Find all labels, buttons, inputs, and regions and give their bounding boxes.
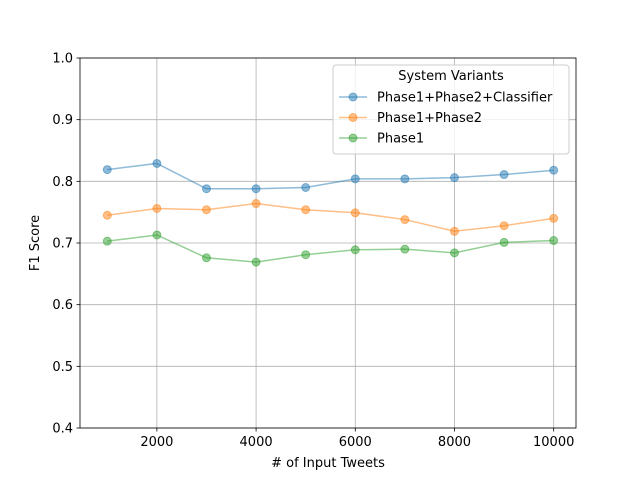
y-tick-label: 0.6 — [52, 298, 73, 313]
x-tick-label: 2000 — [140, 435, 173, 450]
series-group — [102, 230, 559, 267]
data-point — [400, 215, 410, 225]
data-point — [251, 257, 261, 267]
data-point — [449, 226, 459, 236]
data-point — [201, 184, 211, 194]
data-point — [201, 253, 211, 263]
y-tick-label: 0.4 — [52, 422, 73, 437]
x-tick-label: 6000 — [339, 435, 372, 450]
x-axis-label: # of Input Tweets — [271, 456, 385, 471]
legend-swatch-marker — [348, 133, 358, 143]
data-point — [152, 158, 162, 168]
legend: System Variants Phase1+Phase2+Classifier… — [332, 64, 570, 155]
data-point — [152, 203, 162, 213]
y-axis-label: F1 Score — [28, 215, 43, 271]
data-point — [350, 208, 360, 218]
x-tick-label: 10000 — [533, 435, 574, 450]
legend-label: Phase1+Phase2 — [377, 111, 482, 126]
data-point — [301, 183, 311, 192]
data-point — [152, 230, 162, 240]
series-line — [107, 234, 554, 263]
series-group — [102, 158, 559, 194]
data-point — [499, 237, 509, 247]
data-point — [102, 210, 112, 220]
tick-layer: 2000 4000 6000 8000 10000 0.4 0.5 0.6 0.7 0.8 0.9 1… — [52, 52, 574, 451]
data-point — [449, 248, 459, 258]
data-point — [251, 199, 261, 209]
data-point — [499, 170, 509, 180]
legend-box — [332, 64, 570, 155]
y-tick-label: 0.9 — [52, 113, 73, 128]
legend-title: System Variants — [398, 69, 504, 84]
series-layer — [102, 158, 559, 267]
data-point — [400, 174, 410, 184]
data-point — [102, 236, 112, 246]
data-point — [350, 174, 360, 184]
y-tick-label: 1.0 — [52, 52, 73, 67]
data-point — [251, 184, 261, 194]
legend-entry: Phase1+Phase2 — [339, 111, 482, 126]
legend-entries: Phase1+Phase2+Classifier Phase1+Phase2 Pha… — [339, 91, 553, 147]
x-tick-label: 8000 — [438, 435, 471, 450]
series-group — [102, 199, 559, 236]
y-tick-label: 0.8 — [52, 175, 73, 190]
legend-label: Phase1 — [377, 132, 424, 147]
data-point — [301, 205, 311, 215]
data-point — [400, 244, 410, 254]
legend-label: Phase1+Phase2+Classifier — [377, 91, 553, 106]
data-point — [499, 221, 509, 231]
data-point — [301, 250, 311, 260]
data-point — [350, 245, 360, 255]
legend-entry: Phase1 — [339, 132, 424, 147]
legend-swatch-marker — [348, 92, 358, 102]
x-tick-label: 4000 — [240, 435, 273, 450]
y-tick-label: 0.7 — [52, 237, 73, 252]
legend-swatch-marker — [348, 113, 358, 122]
data-point — [549, 165, 559, 175]
data-point — [102, 165, 112, 175]
data-point — [449, 173, 459, 183]
data-point — [201, 205, 211, 215]
series-line — [107, 162, 554, 190]
y-tick-label: 0.5 — [52, 360, 73, 375]
legend-entry: Phase1+Phase2+Classifier — [339, 91, 553, 106]
data-point — [549, 236, 559, 246]
data-point — [549, 213, 559, 223]
series-line — [107, 202, 554, 233]
